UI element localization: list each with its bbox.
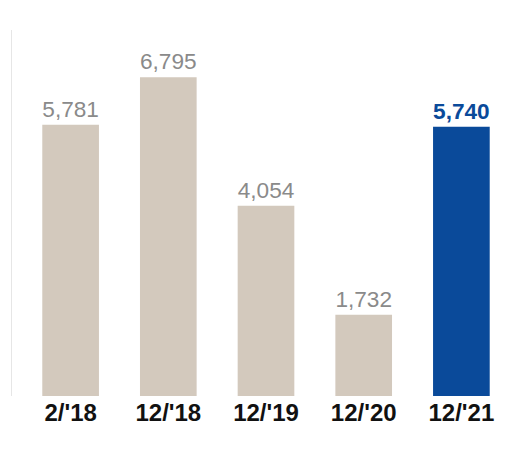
svg-text:5,740: 5,740 bbox=[433, 99, 490, 124]
svg-text:2/'18: 2/'18 bbox=[44, 399, 96, 426]
svg-text:12/'20: 12/'20 bbox=[331, 399, 397, 426]
svg-text:4,054: 4,054 bbox=[238, 178, 295, 203]
svg-text:5,781: 5,781 bbox=[42, 97, 99, 122]
svg-text:12/'18: 12/'18 bbox=[135, 399, 201, 426]
svg-text:6,795: 6,795 bbox=[140, 49, 197, 74]
svg-text:1,732: 1,732 bbox=[335, 287, 392, 312]
svg-text:12/'21: 12/'21 bbox=[428, 399, 494, 426]
svg-text:12/'19: 12/'19 bbox=[233, 399, 299, 426]
